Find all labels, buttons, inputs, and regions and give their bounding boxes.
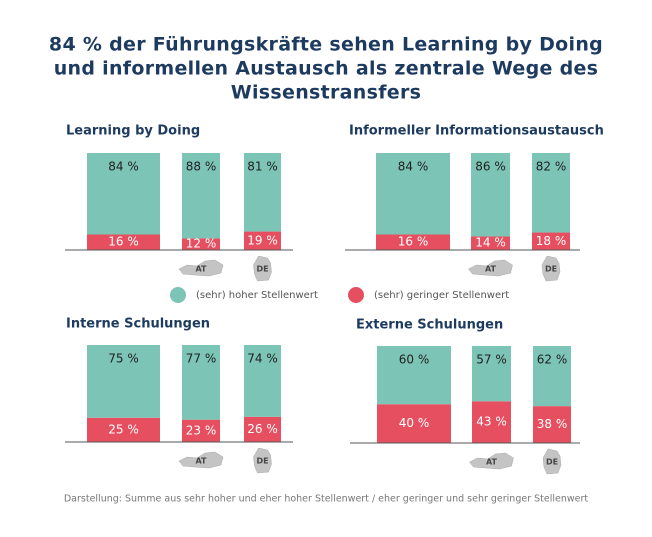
- bar-segment: [532, 232, 570, 250]
- value-label: 25 %: [108, 422, 139, 436]
- panel-title: Learning by Doing: [66, 124, 200, 139]
- bar-segment: [533, 346, 571, 407]
- bar-segment: [182, 419, 220, 442]
- bar-segment: [244, 345, 281, 417]
- value-label: 18 %: [536, 234, 567, 248]
- value-label: 75 %: [108, 352, 139, 366]
- country-shape: [469, 452, 514, 470]
- country-shape: [178, 259, 224, 277]
- panel-title: Externe Schulungen: [356, 318, 503, 333]
- bar-segment: [87, 234, 160, 250]
- country-shape: [253, 255, 272, 282]
- legend-label: (sehr) geringer Stellenwert: [374, 290, 509, 301]
- bar-segment: [472, 401, 511, 443]
- bar-segment: [87, 153, 160, 235]
- value-label: 26 %: [247, 422, 278, 436]
- value-label: 12 %: [186, 237, 217, 251]
- category-label: AT: [485, 265, 497, 274]
- legend-label: (sehr) hoher Stellenwert: [196, 290, 318, 301]
- value-label: 74 %: [247, 352, 278, 366]
- bar-segment: [244, 416, 281, 442]
- country-shape: [468, 259, 513, 277]
- value-label: 40 %: [399, 416, 430, 430]
- value-label: 57 %: [476, 353, 507, 367]
- bar-segment: [182, 238, 220, 250]
- value-label: 60 %: [399, 353, 430, 367]
- category-label: AT: [486, 458, 498, 467]
- bar-segment: [244, 231, 281, 250]
- value-label: 84 %: [108, 160, 139, 174]
- value-label: 14 %: [475, 236, 506, 250]
- country-shape: [541, 255, 561, 282]
- category-label: DE: [256, 457, 268, 466]
- legend-marker: [348, 287, 364, 303]
- value-label: 77 %: [186, 352, 217, 366]
- category-label: AT: [195, 265, 207, 274]
- value-label: 88 %: [186, 160, 217, 174]
- country-shape: [253, 447, 272, 474]
- value-label: 62 %: [537, 353, 568, 367]
- value-label: 23 %: [186, 423, 217, 437]
- country-shape: [178, 451, 224, 469]
- value-label: 81 %: [247, 160, 278, 174]
- bar-segment: [182, 345, 220, 420]
- title-line: und informellen Austausch als zentrale W…: [54, 58, 599, 80]
- bar-segment: [244, 153, 281, 232]
- bar-segment: [376, 234, 450, 250]
- bar-segment: [87, 345, 160, 418]
- bar-segment: [472, 346, 511, 402]
- value-label: 19 %: [247, 233, 278, 247]
- footnote: Darstellung: Summe aus sehr hoher und eh…: [64, 494, 589, 505]
- bar-segment: [376, 153, 450, 235]
- bar-segment: [471, 236, 510, 250]
- category-label: DE: [546, 458, 558, 467]
- value-label: 16 %: [108, 235, 139, 249]
- category-label: AT: [195, 457, 207, 466]
- bar-segment: [377, 346, 451, 405]
- category-label: DE: [545, 265, 557, 274]
- panel-title: Informeller Informationsaustausch: [349, 124, 604, 139]
- bar-segment: [533, 406, 571, 443]
- bar-segment: [532, 153, 570, 233]
- bar-segment: [87, 417, 160, 442]
- category-label: DE: [256, 265, 268, 274]
- value-label: 82 %: [536, 160, 567, 174]
- bar-segment: [377, 404, 451, 443]
- value-label: 43 %: [476, 415, 507, 429]
- value-label: 86 %: [475, 160, 506, 174]
- value-label: 84 %: [398, 160, 429, 174]
- bar-segment: [471, 153, 510, 237]
- value-label: 16 %: [398, 235, 429, 249]
- country-shape: [542, 448, 562, 475]
- title-line: Wissenstransfers: [231, 82, 422, 104]
- legend-marker: [170, 287, 186, 303]
- panel-title: Interne Schulungen: [66, 317, 210, 332]
- bar-segment: [182, 153, 220, 239]
- title-line: 84 % der Führungskräfte sehen Learning b…: [49, 34, 603, 56]
- value-label: 38 %: [537, 417, 568, 431]
